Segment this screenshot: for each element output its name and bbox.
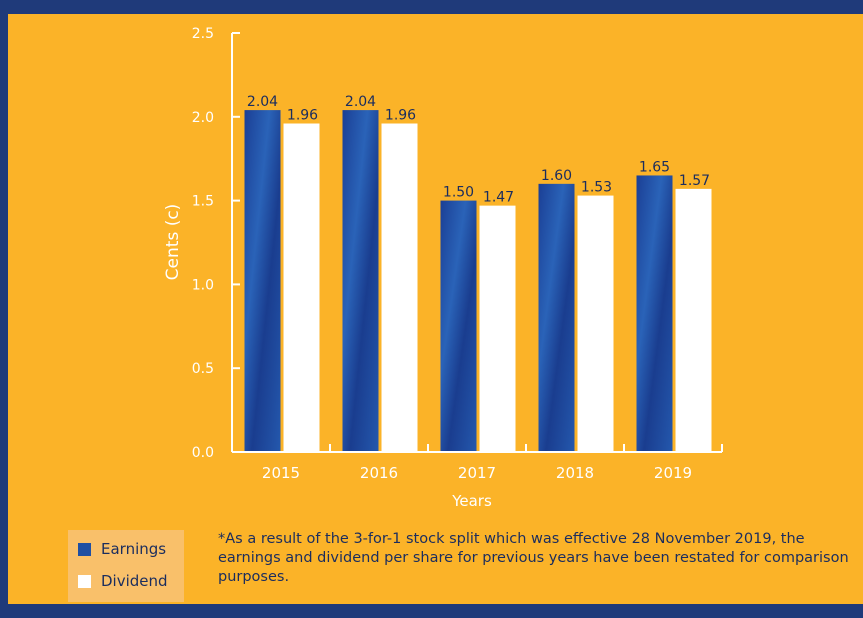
bar-dividend-2019	[675, 188, 712, 453]
bar-earnings-2015	[244, 110, 281, 452]
y-tick-label-1.0: 1.0	[192, 277, 214, 293]
data-label-earnings-2019: 1.65	[639, 159, 670, 175]
legend-earnings-label: Earnings	[101, 540, 167, 558]
earnings-swatch	[78, 542, 91, 556]
y-tick-label-2.5: 2.5	[192, 26, 214, 42]
legend-item-dividend: Dividend	[78, 572, 168, 590]
data-label-dividend-2017: 1.47	[483, 190, 514, 206]
data-label-dividend-2019: 1.57	[679, 173, 710, 189]
legend-item-earnings: Earnings	[78, 540, 166, 558]
y-axis-title: Cents (c)	[163, 204, 183, 281]
x-tick-label-2016: 2016	[360, 464, 398, 482]
dividend-swatch	[78, 574, 91, 588]
x-tick-label-2017: 2017	[458, 464, 496, 482]
bar-earnings-2019	[636, 175, 673, 452]
legend-dividend-label: Dividend	[101, 572, 168, 590]
y-tick-label-0.5: 0.5	[192, 361, 214, 377]
data-label-earnings-2018: 1.60	[541, 168, 572, 184]
y-tick-label-2.0: 2.0	[192, 110, 214, 126]
x-axis-title: Years	[451, 492, 492, 510]
data-label-dividend-2016: 1.96	[385, 108, 416, 124]
data-label-dividend-2018: 1.53	[581, 180, 612, 196]
legend: Earnings Dividend	[68, 530, 184, 602]
x-tick-label-2018: 2018	[556, 464, 594, 482]
bar-earnings-2017	[440, 200, 477, 452]
x-tick-label-2019: 2019	[654, 464, 692, 482]
data-label-earnings-2016: 2.04	[345, 94, 376, 110]
bar-earnings-2016	[342, 110, 379, 452]
bar-dividend-2015	[283, 123, 320, 452]
footnote: *As a result of the 3-for-1 stock split …	[218, 531, 849, 585]
y-tick-label-0.0: 0.0	[192, 445, 214, 461]
bar-dividend-2016	[381, 123, 418, 452]
x-tick-label-2015: 2015	[262, 464, 300, 482]
data-label-dividend-2015: 1.96	[287, 108, 318, 124]
y-tick-label-1.5: 1.5	[192, 194, 214, 210]
data-label-earnings-2017: 1.50	[443, 185, 474, 201]
data-label-earnings-2015: 2.04	[247, 94, 278, 110]
bar-dividend-2018	[577, 195, 614, 452]
bar-dividend-2017	[479, 205, 516, 452]
bar-earnings-2018	[538, 183, 575, 452]
chart-panel	[8, 14, 863, 604]
